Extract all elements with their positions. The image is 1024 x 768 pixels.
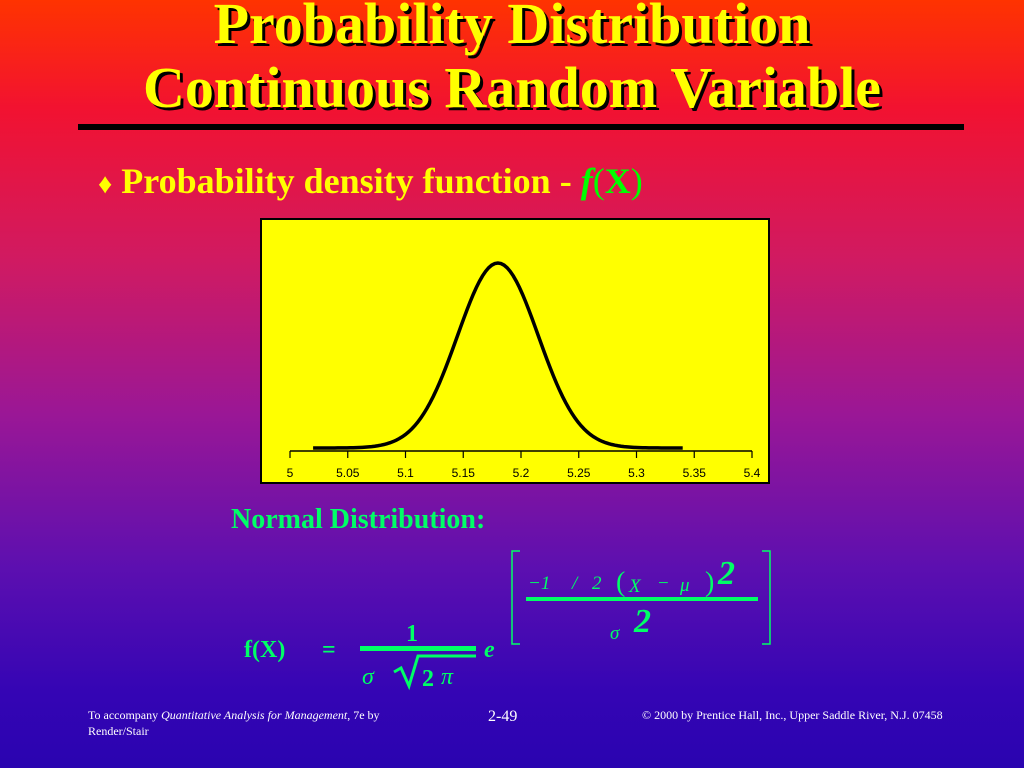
density-curve	[313, 261, 683, 450]
slide-title-line-2: Continuous Random Variable	[142, 55, 882, 120]
page-number: 2-49	[488, 708, 518, 725]
footer-suffix: , 7e by Render/Stair	[88, 708, 380, 738]
exp-den-two: 2	[633, 603, 651, 640]
formula-two: 2	[422, 666, 434, 692]
x-tick-label: 5.2	[513, 466, 530, 480]
exp-power: 2	[717, 555, 735, 592]
bullet-item: ♦ Probability density function - f(X)	[98, 160, 643, 206]
formula-sigma: σ	[362, 664, 375, 690]
x-tick-label: 5.3	[628, 466, 645, 480]
left-bracket-icon	[511, 550, 520, 645]
x-tick-label: 5.35	[683, 466, 707, 480]
title-underline	[78, 124, 964, 130]
footer-copyright: © 2000 by Prentice Hall, Inc., Upper Sad…	[642, 708, 943, 722]
bullet-paren-open: (	[592, 161, 605, 201]
exp-paren-close: )	[705, 567, 714, 598]
normal-curve-chart: 5 5.05 5.1 5.15 5.2 5.25 5.3 5.35 5.4	[260, 218, 770, 484]
normal-distribution-label: Normal Distribution:	[231, 504, 486, 535]
x-tick-label: 5.1	[397, 466, 414, 480]
bullet-f: f	[580, 161, 593, 201]
x-tick-label: 5.4	[744, 466, 761, 480]
footer-book-title: Quantitative Analysis for Management	[161, 708, 348, 722]
diamond-bullet-icon: ♦	[98, 169, 113, 200]
sqrt-icon	[393, 654, 476, 691]
x-tick-label: 5	[287, 466, 294, 480]
formula-numerator: 1	[406, 621, 418, 647]
exp-two: 2	[592, 573, 602, 594]
x-tick-label: 5.15	[452, 466, 476, 480]
bullet-text: Probability density function -	[121, 161, 581, 201]
exp-minus-one: −1	[528, 573, 550, 594]
exp-den-sigma: σ	[610, 623, 620, 644]
x-tick-label: 5.05	[336, 466, 360, 480]
formula-lhs: f(X)	[244, 637, 285, 663]
right-bracket-icon	[762, 550, 771, 645]
exp-fraction-bar	[526, 597, 758, 601]
x-tick-label: 5.25	[567, 466, 591, 480]
slide-title-line-1: Probability Distribution	[213, 0, 811, 56]
chart-background	[260, 218, 770, 484]
formula-equals: =	[322, 637, 336, 663]
fraction-bar	[360, 646, 476, 651]
exp-slash: /	[571, 573, 579, 594]
bullet-paren-close: )	[630, 161, 643, 201]
exp-mu: μ	[679, 575, 690, 596]
exp-minus: −	[658, 573, 669, 594]
exp-x: X	[628, 576, 642, 597]
footer-prefix: To accompany	[88, 708, 162, 722]
bullet-x: X	[604, 161, 631, 201]
formula-e: e	[484, 637, 495, 663]
formula-pi: π	[441, 664, 454, 690]
exp-paren-open: (	[616, 567, 625, 598]
footer-citation: To accompany Quantitative Analysis for M…	[88, 707, 388, 739]
